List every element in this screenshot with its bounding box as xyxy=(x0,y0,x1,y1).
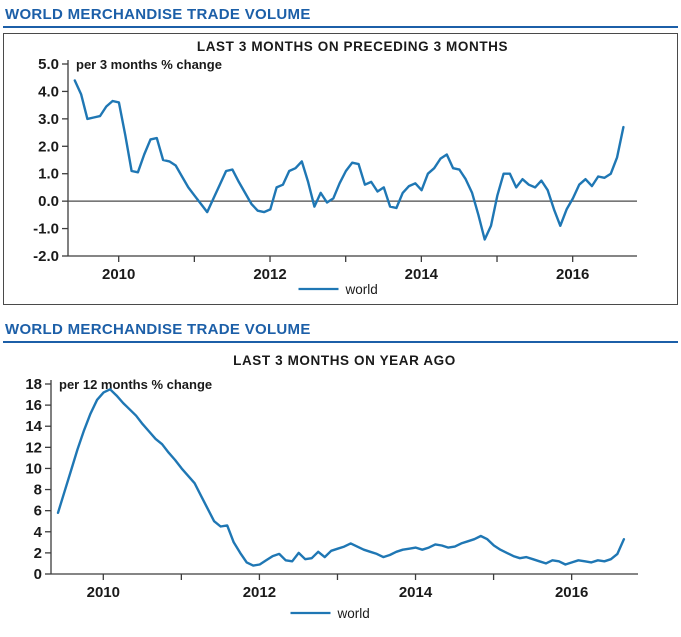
y-tick-label: 1.0 xyxy=(38,166,59,183)
chart-title: LAST 3 MONTHS ON PRECEDING 3 MONTHS xyxy=(197,39,508,54)
y-axis-unit-label: per 3 months % change xyxy=(76,57,222,72)
y-tick-label: -1.0 xyxy=(33,221,59,238)
heading-rule xyxy=(3,26,678,28)
x-tick-label: 2012 xyxy=(243,584,276,601)
panel-heading: WORLD MERCHANDISE TRADE VOLUME xyxy=(5,6,311,23)
x-tick-label: 2010 xyxy=(87,584,120,601)
panel-heading: WORLD MERCHANDISE TRADE VOLUME xyxy=(5,321,311,338)
y-tick-label: -2.0 xyxy=(33,248,59,265)
y-tick-label: 2.0 xyxy=(38,138,59,155)
x-tick-label: 2014 xyxy=(399,584,433,601)
y-tick-label: 2 xyxy=(34,545,42,562)
y-tick-label: 14 xyxy=(25,418,42,435)
y-tick-label: 6 xyxy=(34,503,42,520)
legend-label: world xyxy=(345,282,378,297)
x-tick-label: 2012 xyxy=(253,266,286,283)
x-tick-label: 2016 xyxy=(556,266,589,283)
y-tick-label: 12 xyxy=(25,439,42,456)
y-tick-label: 4.0 xyxy=(38,83,59,100)
series-line-world xyxy=(73,79,625,241)
chart-frame-3-months: LAST 3 MONTHS ON PRECEDING 3 MONTHS per 3… xyxy=(3,33,678,305)
x-tick-label: 2010 xyxy=(102,266,135,283)
trade-volume-year-ago-chart: LAST 3 MONTHS ON YEAR AGO per 12 months %… xyxy=(25,353,638,621)
y-tick-label: 8 xyxy=(34,482,42,499)
legend-label: world xyxy=(337,606,370,621)
y-tick-label: 5.0 xyxy=(38,56,59,73)
y-axis-unit-label: per 12 months % change xyxy=(59,377,212,392)
heading-rule xyxy=(3,341,678,343)
panel-year-ago: WORLD MERCHANDISE TRADE VOLUME LAST 3 MO… xyxy=(3,321,678,628)
y-tick-label: 3.0 xyxy=(38,111,59,128)
panel-3-months: WORLD MERCHANDISE TRADE VOLUME LAST 3 MO… xyxy=(3,6,678,305)
trade-volume-3-months-chart: LAST 3 MONTHS ON PRECEDING 3 MONTHS per 3… xyxy=(33,39,637,297)
x-tick-label: 2014 xyxy=(405,266,439,283)
series-line-world xyxy=(56,388,626,567)
y-tick-label: 4 xyxy=(34,524,43,541)
y-tick-label: 0 xyxy=(34,566,42,583)
chart-title: LAST 3 MONTHS ON YEAR AGO xyxy=(233,353,456,368)
y-tick-label: 18 xyxy=(25,376,42,393)
x-tick-label: 2016 xyxy=(555,584,588,601)
y-tick-label: 0.0 xyxy=(38,193,59,210)
y-tick-label: 10 xyxy=(25,460,42,477)
y-tick-label: 16 xyxy=(25,397,42,414)
chart-frame-year-ago: LAST 3 MONTHS ON YEAR AGO per 12 months %… xyxy=(3,348,678,628)
